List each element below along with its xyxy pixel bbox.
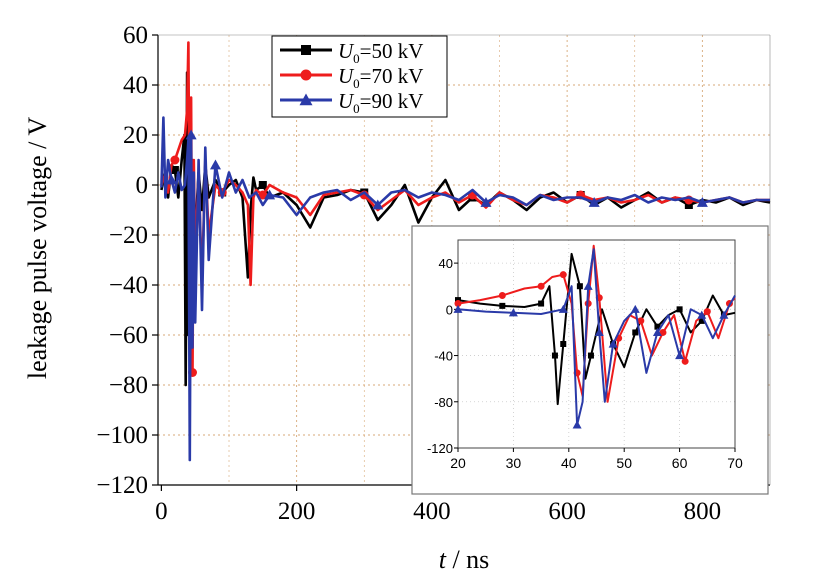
legend-sub-2: 0 [353, 101, 360, 116]
inset-series-0-point [654, 323, 661, 330]
inset-series-2-point [608, 339, 618, 348]
main-series-1-point [170, 155, 180, 165]
main-series-1-line [160, 41, 770, 374]
y-tick-label: 40 [123, 72, 148, 99]
inset-series-1-point [498, 291, 506, 299]
inset-series-2-point [594, 327, 604, 337]
y-tick-label: 0 [136, 172, 149, 199]
inset-series-2-point [558, 304, 568, 313]
inset-series-0-point [576, 283, 583, 290]
inset-series-1-point [681, 357, 689, 365]
x-tick-label: 600 [548, 498, 586, 525]
inset-x-tick-label: 40 [561, 455, 577, 471]
inset-y-tick-label: -120 [427, 441, 453, 456]
main-series-2 [160, 116, 770, 462]
x-axis-variable: t [439, 545, 447, 574]
legend-label-2: U0=90 kV [338, 89, 423, 116]
inset-series-2-point [719, 310, 729, 319]
main-series-2-point [480, 197, 492, 207]
inset-series-0-point [698, 317, 705, 324]
y-tick-label: −40 [109, 272, 148, 299]
x-tick-label: 400 [413, 498, 451, 525]
x-axis-title: t / ns [439, 545, 490, 574]
inset-x-tick-label: 70 [727, 455, 743, 471]
inset-series-1-point [637, 317, 645, 325]
legend-label-0: U0=50 kV [338, 39, 423, 66]
inset-series-0-point [587, 352, 594, 359]
y-tick-label: −80 [109, 372, 148, 399]
y-tick-label: −120 [96, 472, 148, 499]
inset-series-2-point [652, 327, 662, 337]
inset-y-tick-label: 40 [439, 256, 453, 271]
inset-series-1-point [703, 308, 711, 316]
inset-series-0-point [551, 352, 558, 359]
inset-x-tick-label: 20 [450, 455, 466, 471]
legend-rest-1: =70 kV [360, 64, 424, 88]
main-series-2-point [264, 189, 276, 200]
inset-y-tick-label: 0 [446, 302, 453, 317]
inset-frame [457, 239, 736, 449]
legend-sub-1: 0 [353, 76, 360, 91]
y-tick-label: −100 [96, 422, 148, 449]
inset-series-2 [453, 248, 736, 429]
legend-var-2: U [338, 89, 355, 113]
inset-series-2-point [630, 304, 640, 313]
legend-label-1: U0=70 kV [338, 64, 423, 91]
x-axis-unit: / ns [446, 545, 489, 574]
inset-x-tick-label: 60 [672, 455, 688, 471]
legend-rest-2: =90 kV [360, 89, 424, 113]
main-series-2-point [209, 159, 221, 170]
legend-sub-0: 0 [353, 51, 360, 66]
main-series-2-point [372, 199, 384, 210]
y-tick-label: −60 [109, 322, 148, 349]
main-series-2-point [696, 197, 708, 207]
inset-series-2-point [697, 310, 707, 319]
x-tick-label: 800 [684, 498, 722, 525]
main-series-1-point [258, 190, 268, 200]
inset-series-0-point [676, 306, 683, 313]
inset-series-0-point [499, 302, 506, 309]
main-series-2-point [166, 174, 178, 185]
y-tick-label: −20 [109, 222, 148, 249]
inset-series-0-point [560, 341, 567, 347]
inset-series-0-point [538, 300, 545, 307]
inset-series-2-point [508, 308, 518, 317]
main-series-0-point [258, 181, 267, 189]
inset-series-0-point [632, 329, 639, 336]
legend-marker-0 [301, 45, 311, 55]
legend-var-1: U [338, 64, 355, 88]
x-tick-label: 0 [155, 498, 168, 525]
inset-series-2-point [675, 351, 685, 360]
y-axis-title: leakage pulse voltage / V [23, 117, 52, 380]
inset-series-1-point [537, 282, 545, 290]
x-tick-label: 200 [278, 498, 316, 525]
legend-marker-2 [299, 93, 313, 106]
y-tick-label: 20 [123, 122, 148, 149]
main-series-0-point [684, 201, 693, 209]
inset-series-0 [455, 252, 736, 406]
legend-marker-1 [300, 69, 312, 81]
y-tick-label: 60 [123, 22, 148, 49]
main-series-2-point [185, 129, 197, 140]
main-series-2-point [588, 197, 600, 207]
inset-series-2-point [583, 281, 593, 290]
main-series-0-point [170, 166, 179, 174]
inset-y-tick-label: -40 [434, 349, 453, 364]
inset-series-1-point [559, 271, 567, 279]
inset-x-tick-label: 30 [506, 455, 522, 471]
inset-x-tick-label: 50 [616, 455, 632, 471]
legend-var-0: U [338, 39, 355, 63]
inset-series-1-point [659, 328, 667, 336]
inset-y-tick-label: -80 [434, 395, 453, 410]
legend-rest-0: =50 kV [360, 39, 424, 63]
inset-series-2-line [457, 248, 736, 426]
main-series-2-line [160, 116, 770, 462]
inset-chart: 20 30 40 50 60 70 40 0 -40 -80 -120 [411, 225, 769, 495]
inset-series-2-point [453, 304, 463, 313]
inset-series-2-point [572, 420, 582, 429]
inset-series-1-point [454, 300, 462, 308]
